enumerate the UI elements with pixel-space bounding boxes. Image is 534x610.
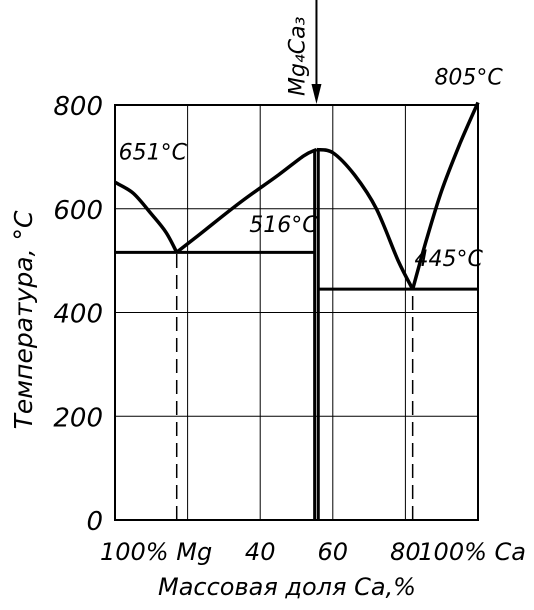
grid	[115, 105, 478, 520]
y-tick-label: 800	[53, 92, 103, 122]
y-tick-label: 200	[53, 403, 103, 433]
compound-label: Mg₄Ca₃	[285, 16, 310, 96]
liquidus-curve	[175, 148, 318, 254]
phase-lines	[115, 149, 478, 520]
x-tick-label: 100% Ca	[418, 538, 526, 566]
temperature-label: 445°C	[414, 247, 483, 272]
plot-frame	[114, 104, 479, 521]
liquidus-curve	[316, 147, 415, 291]
liquidus-curve	[114, 180, 179, 254]
temperature-annotations: 651°C 516°C 445°C 805°C	[119, 65, 504, 272]
temperature-label: 516°C	[249, 213, 318, 238]
x-axis-label: Массовая доля Ca,%	[158, 573, 416, 601]
x-tick-label: 80	[390, 538, 421, 566]
compound-arrow-head	[311, 84, 322, 104]
y-tick-label: 600	[53, 196, 103, 226]
y-tick-label: 0	[86, 507, 103, 537]
liquidus-curve	[411, 101, 480, 290]
compound-marker: Mg₄Ca₃	[285, 0, 322, 104]
y-tick-labels: 0 200 400 600 800	[53, 92, 103, 537]
y-tick-label: 400	[53, 300, 103, 330]
x-tick-label: 40	[245, 538, 276, 566]
y-axis-label: Температура, °C	[9, 210, 38, 429]
liquidus-curves	[114, 101, 480, 291]
temperature-label: 805°C	[434, 65, 503, 90]
temperature-label: 651°C	[119, 140, 188, 165]
x-tick-label: 100% Mg	[100, 538, 212, 566]
x-tick-label: 60	[318, 538, 349, 566]
